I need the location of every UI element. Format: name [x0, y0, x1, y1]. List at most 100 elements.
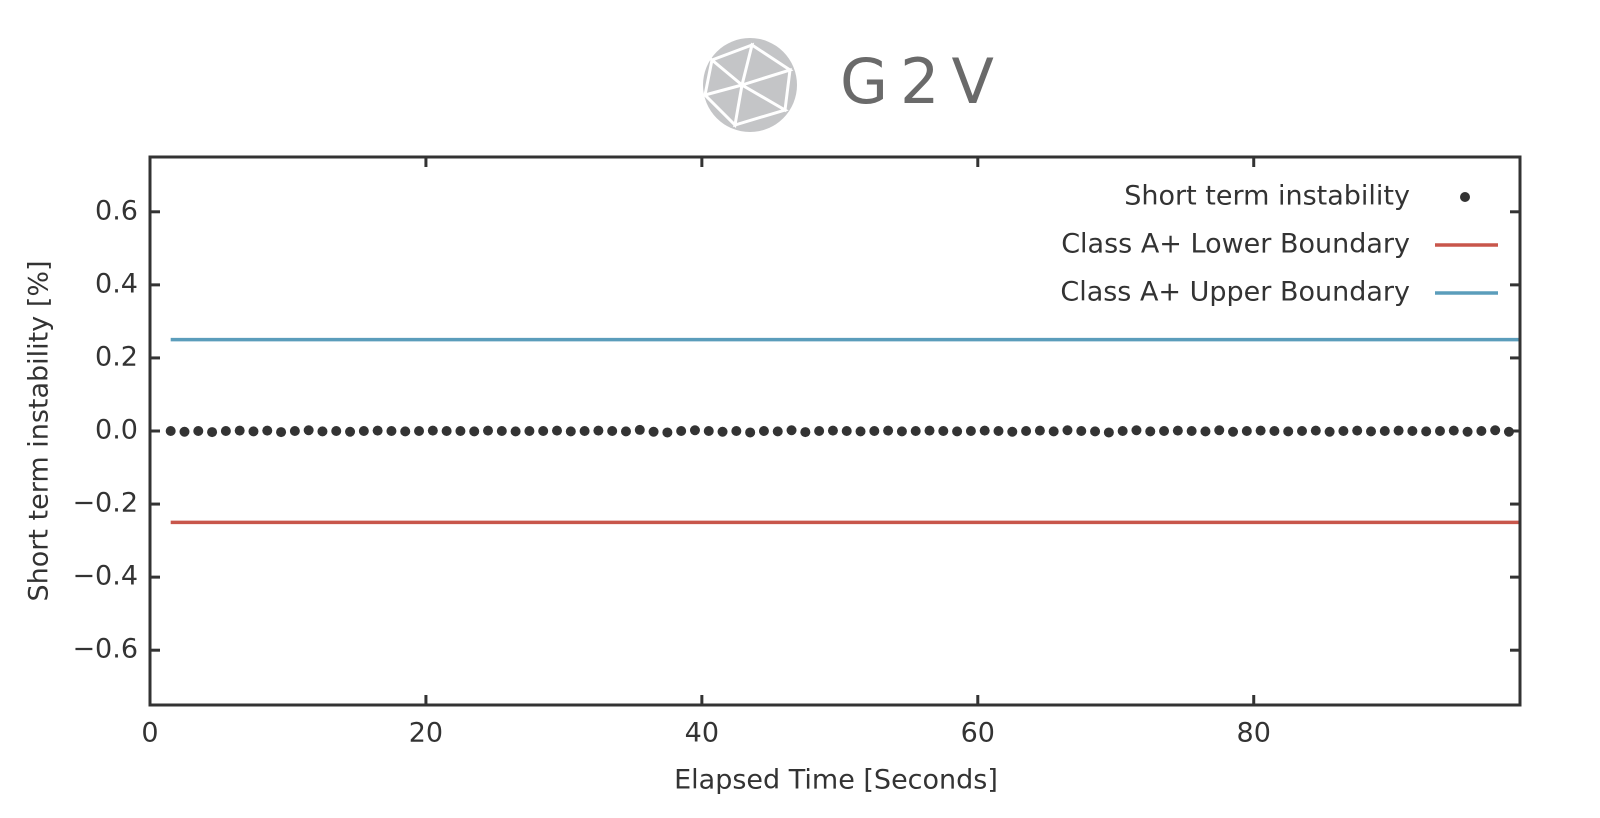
- data-point: [745, 427, 756, 438]
- data-point: [1172, 425, 1183, 436]
- data-point: [1393, 425, 1404, 436]
- data-point: [331, 426, 342, 436]
- data-point: [234, 425, 245, 436]
- data-point: [883, 425, 894, 436]
- data-point: [179, 426, 190, 437]
- data-point: [1448, 425, 1459, 436]
- data-point: [1503, 426, 1514, 437]
- data-point: [662, 427, 673, 438]
- data-point: [979, 425, 990, 436]
- data-point: [1214, 425, 1225, 436]
- data-point: [165, 426, 176, 436]
- data-point: [483, 425, 494, 436]
- data-point: [207, 427, 218, 438]
- data-point: [965, 426, 976, 436]
- data-point: [386, 426, 397, 436]
- data-point: [1103, 427, 1114, 438]
- data-point: [276, 427, 287, 438]
- data-point: [1034, 425, 1045, 436]
- y-tick-label: −0.6: [72, 634, 138, 665]
- data-point: [1131, 425, 1142, 436]
- data-point: [1200, 426, 1211, 437]
- data-point: [1324, 426, 1335, 437]
- data-point: [786, 425, 797, 436]
- data-point: [1117, 426, 1128, 436]
- data-point: [303, 425, 314, 436]
- y-tick-label: −0.4: [72, 561, 138, 592]
- data-point: [1421, 426, 1432, 437]
- logo-facets: [702, 42, 794, 129]
- data-point: [593, 425, 604, 436]
- data-point: [952, 426, 963, 437]
- x-axis-label: Elapsed Time [Seconds]: [674, 765, 998, 796]
- data-point: [400, 426, 411, 437]
- data-point: [427, 425, 438, 436]
- data-point: [1283, 426, 1294, 437]
- plot: 0 20 40 60 80 −0.6 −0.4 −0.2 0.0 0.2 0.4 0.6 Short t…: [72, 155, 1522, 749]
- data-point: [1310, 425, 1321, 436]
- data-point: [800, 427, 811, 438]
- data-point: [1145, 426, 1156, 437]
- legend-label: Short term instability: [1124, 181, 1410, 212]
- data-point: [634, 424, 645, 435]
- logo-mark: [703, 38, 797, 132]
- data-point: [1241, 426, 1252, 436]
- data-point: [1255, 425, 1266, 436]
- legend-marker: [1460, 192, 1470, 202]
- data-point: [1490, 425, 1501, 436]
- data-point: [772, 426, 783, 437]
- data-point: [289, 426, 300, 436]
- data-point: [1007, 426, 1018, 437]
- data-point: [1352, 425, 1363, 436]
- data-point: [1076, 426, 1087, 436]
- data-point: [703, 426, 714, 436]
- data-point: [1297, 426, 1308, 436]
- data-point: [993, 426, 1004, 436]
- data-point: [910, 426, 921, 436]
- data-point: [620, 426, 631, 437]
- data-point: [496, 426, 507, 436]
- x-tick-label: 20: [409, 718, 443, 749]
- data-point: [372, 425, 383, 436]
- data-point: [1159, 426, 1170, 436]
- data-point: [414, 426, 425, 436]
- data-point: [1462, 426, 1473, 437]
- data-point: [455, 426, 466, 436]
- logo-text: G2V: [840, 45, 1006, 118]
- data-point: [262, 425, 273, 436]
- x-tick-label: 60: [961, 718, 995, 749]
- data-point: [689, 425, 700, 436]
- data-point: [814, 426, 825, 436]
- data-point: [717, 426, 728, 437]
- data-point: [607, 426, 618, 436]
- data-point: [441, 426, 452, 436]
- data-point: [579, 426, 590, 436]
- data-point: [924, 425, 935, 436]
- legend-label: Class A+ Upper Boundary: [1060, 277, 1410, 308]
- data-point: [193, 426, 204, 436]
- data-point: [676, 426, 687, 436]
- data-point: [358, 426, 369, 436]
- data-point: [551, 425, 562, 436]
- data-point: [469, 426, 480, 437]
- data-point: [1090, 426, 1101, 437]
- y-tick-label: 0.4: [95, 268, 138, 299]
- data-point: [510, 426, 521, 437]
- data-point: [855, 426, 866, 437]
- data-point: [524, 426, 535, 436]
- y-tick-label: −0.2: [72, 488, 138, 519]
- y-tick-label: 0.2: [95, 341, 138, 372]
- data-point: [1021, 426, 1032, 436]
- data-point: [1365, 426, 1376, 437]
- data-point: [1269, 426, 1280, 436]
- data-point: [758, 426, 769, 436]
- data-point: [1407, 426, 1418, 436]
- data-point: [1379, 426, 1390, 436]
- data-point: [565, 426, 576, 437]
- data-point: [827, 425, 838, 436]
- data-point: [1434, 426, 1445, 436]
- data-point: [1476, 426, 1487, 436]
- data-point: [1186, 426, 1197, 436]
- data-point: [869, 426, 880, 436]
